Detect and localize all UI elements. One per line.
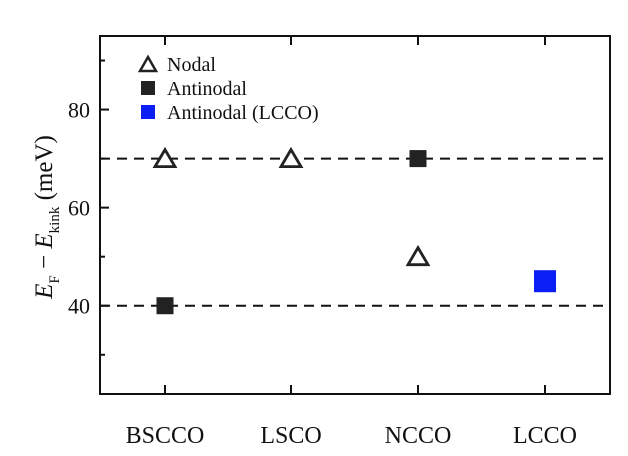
y-axis-label: EF − Ekink (meV) [31, 135, 63, 300]
x-category-label: LSCO [260, 423, 321, 449]
legend: Nodal Antinodal Antinodal (LCCO) [137, 54, 319, 124]
plot-frame [99, 35, 611, 395]
marker-antinodal-lcco [534, 270, 556, 293]
y-tick-label: 40 [68, 294, 90, 319]
marker-antinodal [156, 297, 174, 315]
legend-item-antinodal: Antinodal [141, 78, 247, 100]
legend-label-nodal: Nodal [167, 54, 216, 76]
y-axis: 40 60 80 [68, 59, 109, 356]
x-category-label: LCCO [513, 423, 577, 449]
x-category-label: NCCO [385, 423, 452, 449]
legend-item-nodal: Nodal [137, 54, 216, 76]
legend-item-antinodal-lcco: Antinodal (LCCO) [141, 102, 319, 124]
legend-label-antinodal-lcco: Antinodal (LCCO) [167, 102, 319, 124]
y-tick-label: 60 [68, 196, 90, 221]
marker-nodal [152, 146, 178, 169]
marker-nodal [405, 244, 431, 267]
legend-marker-nodal [137, 54, 159, 73]
reference-lines [100, 157, 610, 307]
data-markers [152, 146, 556, 315]
legend-label-antinodal: Antinodal [167, 78, 247, 100]
legend-marker-antinodal-lcco [141, 105, 155, 119]
legend-marker-antinodal [141, 81, 155, 95]
x-axis: BSCCO LSCO NCCO LCCO [126, 36, 577, 449]
marker-antinodal [409, 150, 427, 168]
y-tick-label: 80 [68, 98, 90, 123]
x-category-label: BSCCO [126, 423, 205, 449]
marker-nodal [278, 146, 304, 169]
